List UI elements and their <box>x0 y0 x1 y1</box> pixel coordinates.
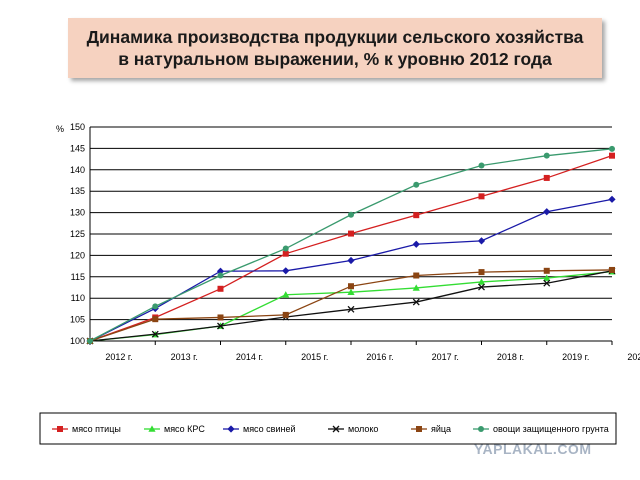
data-point <box>478 193 485 200</box>
series-line <box>89 271 613 342</box>
y-axis-unit-label: % <box>56 124 64 134</box>
data-point <box>217 272 224 279</box>
data-point <box>609 266 615 273</box>
axes: 100 105 110 115 120 125 130 135 140 145 150% 2012 г… <box>56 122 640 362</box>
x-tick-label: 2018 г. <box>497 352 524 362</box>
x-tick-label: 2013 г. <box>171 352 198 362</box>
y-tick-label: 115 <box>71 272 85 282</box>
data-point <box>608 195 616 203</box>
data-point <box>152 303 159 310</box>
data-point <box>217 285 224 292</box>
data-point <box>609 152 615 159</box>
y-tick-label: 125 <box>70 229 85 239</box>
data-point <box>543 274 551 281</box>
y-tick-label: 145 <box>70 143 85 153</box>
data-point <box>151 330 159 338</box>
legend-item: молоко <box>328 424 378 434</box>
legend-item: мясо КРС <box>144 424 205 434</box>
data-point <box>412 240 420 248</box>
legend-swatch-marker <box>148 425 156 432</box>
data-point <box>543 174 550 181</box>
legend-box <box>39 412 617 445</box>
data-point <box>347 305 355 313</box>
data-point <box>348 283 354 290</box>
data-point <box>282 250 289 257</box>
data-point <box>543 279 551 287</box>
legend-label: овощи защищенного грунта <box>493 424 609 434</box>
x-tick-label: 2016 г. <box>366 352 393 362</box>
series-line <box>89 270 613 342</box>
legend-swatch-marker <box>478 426 484 432</box>
data-point <box>348 211 354 218</box>
y-tick-label: 135 <box>70 186 85 196</box>
data-point <box>282 311 289 318</box>
data-point <box>282 291 290 298</box>
y-tick-label: 150 <box>70 122 85 132</box>
data-point <box>477 237 486 245</box>
data-point <box>87 338 93 344</box>
data-point <box>543 208 551 216</box>
chart-title-line2: в натуральном выражении, % к уровню 2012… <box>118 49 552 69</box>
legend-swatch-marker <box>57 426 63 432</box>
legend-label: мясо КРС <box>164 424 205 434</box>
data-point <box>609 145 615 152</box>
data-point <box>478 162 485 169</box>
data-point <box>413 181 420 188</box>
y-tick-label: 110 <box>71 293 85 303</box>
data-point <box>412 298 420 306</box>
series-6 <box>87 145 615 344</box>
data-point <box>478 283 485 291</box>
y-tick-label: 120 <box>70 250 85 260</box>
data-point <box>152 316 159 323</box>
series-line <box>89 155 613 342</box>
data-point <box>282 267 290 275</box>
legend-item: мясо птицы <box>52 424 121 434</box>
legend-swatch-marker <box>332 425 340 433</box>
chart-title-line1: Динамика производства продукции сельског… <box>86 27 584 47</box>
data-point <box>413 272 420 279</box>
legend-swatch-marker <box>227 425 235 433</box>
data-point <box>543 152 550 159</box>
legend-swatch-marker <box>416 426 422 432</box>
y-tick-label: 100 <box>70 336 85 346</box>
data-point <box>412 284 420 291</box>
legend: мясо птицы мясо КРС мясо свиней молоко яйца о… <box>39 412 617 445</box>
data-point <box>543 267 550 274</box>
legend-label: молоко <box>348 424 378 434</box>
legend-label: мясо птицы <box>72 424 121 434</box>
x-tick-label: 2017 г. <box>432 352 459 362</box>
data-point <box>478 269 485 276</box>
series-3 <box>86 195 616 345</box>
legend-item: мясо свиней <box>223 424 295 434</box>
data-point <box>347 288 355 296</box>
x-tick-label: 2020 г. <box>627 352 640 362</box>
data-point <box>413 212 420 219</box>
series-line <box>89 269 613 342</box>
series-lines <box>86 145 616 345</box>
y-tick-label: 105 <box>70 315 85 325</box>
data-point <box>217 314 224 321</box>
x-tick-label: 2014 г. <box>236 352 263 362</box>
data-point <box>217 322 224 330</box>
x-tick-label: 2015 г. <box>301 352 328 362</box>
y-tick-label: 140 <box>70 165 85 175</box>
y-tick-label: 130 <box>70 208 85 218</box>
data-point <box>477 278 486 285</box>
legend-label: яйца <box>431 424 451 434</box>
data-point <box>348 230 354 237</box>
chart-title-box: Динамика производства продукции сельског… <box>68 18 602 78</box>
series-1 <box>87 152 615 344</box>
legend-label: мясо свиней <box>243 424 295 434</box>
data-point <box>216 267 225 275</box>
watermark: YAPLAKAL.COM <box>474 441 592 457</box>
data-point <box>347 256 355 265</box>
data-point <box>282 245 289 252</box>
x-tick-label: 2019 г. <box>562 352 589 362</box>
legend-item: яйца <box>411 424 451 434</box>
x-tick-label: 2012 г. <box>105 352 132 362</box>
legend-item: овощи защищенного грунта <box>473 424 609 434</box>
series-5 <box>87 266 615 344</box>
